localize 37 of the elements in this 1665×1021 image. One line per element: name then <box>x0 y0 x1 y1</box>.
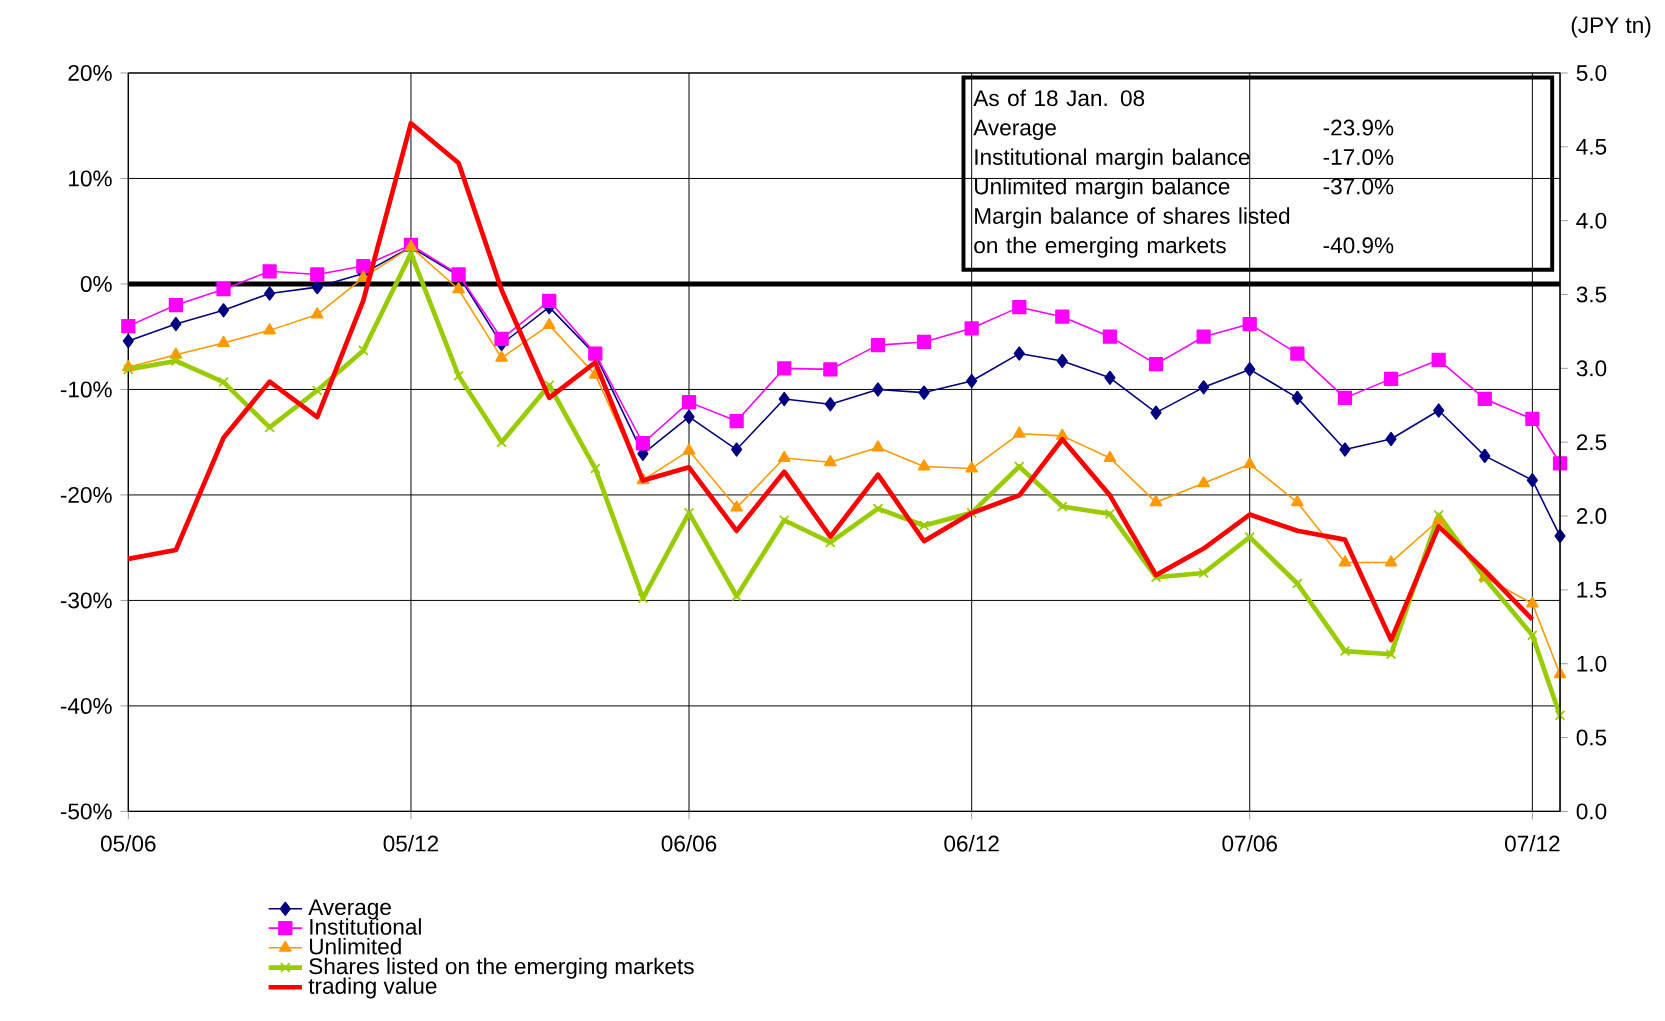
y2-tick-label: 0.5 <box>1576 729 1607 746</box>
y2-tick-label: 4.5 <box>1576 138 1607 155</box>
x-tick-label: 05/06 <box>100 834 156 852</box>
annotation: Average <box>973 119 1056 140</box>
y-tick-label: -10% <box>60 381 112 398</box>
y2-tick-label: 2.5 <box>1576 434 1607 450</box>
y2-tick-label: 3.5 <box>1576 286 1607 303</box>
annotation: -23.9% <box>1323 119 1394 136</box>
legend-label: trading value <box>308 977 437 999</box>
y2-tick-label: 0.0 <box>1576 803 1607 820</box>
y2-tick-label: 5.0 <box>1576 64 1607 81</box>
y2-tick-label: 1.0 <box>1577 655 1607 672</box>
y-tick-label: -30% <box>60 592 112 609</box>
x-tick-label: 06/12 <box>944 834 999 852</box>
y2-tick-label: 3.0 <box>1576 360 1607 377</box>
legend-label: Average <box>308 899 391 920</box>
x-tick-label: 07/12 <box>1505 834 1560 852</box>
y-tick-label: 20% <box>68 64 112 81</box>
x-tick-label: 07/06 <box>1222 834 1277 852</box>
y2-tick-label: 2.0 <box>1576 507 1607 524</box>
annotation: Unlimited margin balance <box>975 177 1230 199</box>
y-tick-label: -20% <box>60 486 112 503</box>
x-tick-label: 05/12 <box>383 834 439 852</box>
y-tick-label: 10% <box>69 170 112 187</box>
annotation: As of 18 Jan. 08 <box>973 89 1145 106</box>
annotation: -17.0% <box>1323 148 1394 165</box>
annotation: -37.0% <box>1323 178 1394 195</box>
x-tick-label: 06/06 <box>661 834 717 852</box>
legend-label: Institutional <box>310 918 421 935</box>
legend-label: Unlimited <box>309 937 401 955</box>
annotation: -40.9% <box>1323 237 1394 254</box>
y2-tick-label: 4.0 <box>1576 212 1607 229</box>
y-tick-label: -40% <box>60 697 112 714</box>
y2-tick-label: 1.5 <box>1577 581 1607 598</box>
y-tick-label: -50% <box>60 803 112 820</box>
y2-axis-title: (JPY tn) <box>1571 16 1651 38</box>
y-tick-label: 0% <box>80 275 112 292</box>
